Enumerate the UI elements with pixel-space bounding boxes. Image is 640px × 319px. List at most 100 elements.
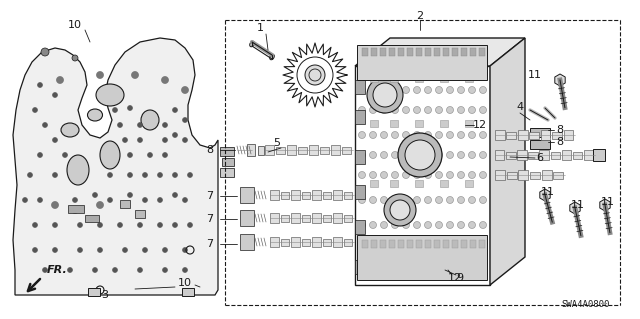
Circle shape (358, 152, 365, 159)
Bar (584, 150, 593, 160)
Bar (323, 191, 332, 198)
Bar (280, 214, 289, 221)
Polygon shape (570, 202, 580, 214)
Circle shape (413, 244, 420, 251)
Circle shape (435, 197, 442, 204)
Bar (265, 145, 275, 155)
Circle shape (52, 222, 58, 227)
Circle shape (468, 107, 476, 114)
Circle shape (435, 86, 442, 93)
Bar (416, 240, 422, 248)
Circle shape (143, 173, 147, 177)
Circle shape (413, 86, 420, 93)
Bar (280, 239, 289, 246)
Bar (291, 237, 300, 247)
Circle shape (369, 86, 376, 93)
Circle shape (93, 192, 97, 197)
Circle shape (392, 107, 399, 114)
Circle shape (358, 131, 365, 138)
Circle shape (381, 131, 387, 138)
Circle shape (173, 222, 177, 227)
Bar (517, 150, 527, 160)
Circle shape (479, 244, 486, 251)
Bar (390, 240, 398, 247)
Circle shape (97, 222, 102, 227)
Polygon shape (540, 189, 550, 201)
Bar (425, 48, 431, 56)
Circle shape (447, 62, 454, 69)
Circle shape (424, 264, 431, 271)
Circle shape (143, 248, 147, 253)
Ellipse shape (100, 141, 120, 169)
Circle shape (38, 197, 42, 203)
Bar (479, 240, 485, 248)
Circle shape (458, 197, 465, 204)
Bar (390, 75, 398, 82)
Circle shape (118, 222, 122, 227)
Circle shape (33, 222, 38, 227)
Circle shape (381, 62, 387, 69)
Bar (389, 48, 395, 56)
Circle shape (67, 268, 72, 272)
Circle shape (113, 108, 118, 113)
Circle shape (392, 62, 399, 69)
Circle shape (424, 172, 431, 179)
Bar (370, 180, 378, 187)
Bar (247, 144, 255, 156)
Bar (529, 152, 538, 159)
Bar (240, 210, 254, 226)
Circle shape (468, 86, 476, 93)
Circle shape (77, 248, 83, 253)
Bar (518, 130, 527, 140)
Bar (541, 130, 550, 140)
Bar (465, 180, 473, 187)
Circle shape (72, 206, 79, 213)
Text: 12: 12 (473, 120, 487, 130)
Bar (357, 45, 487, 80)
Bar (182, 288, 194, 296)
Circle shape (367, 77, 403, 113)
Bar (507, 172, 516, 179)
Circle shape (381, 172, 387, 179)
Circle shape (403, 131, 410, 138)
Circle shape (305, 65, 325, 85)
Circle shape (403, 197, 410, 204)
Text: 8: 8 (556, 137, 564, 147)
Circle shape (52, 248, 58, 253)
Bar (301, 239, 310, 246)
Circle shape (369, 172, 376, 179)
Bar (495, 130, 505, 140)
Circle shape (173, 108, 177, 113)
Circle shape (369, 221, 376, 228)
Text: 8: 8 (207, 145, 214, 155)
Bar (465, 240, 473, 247)
Circle shape (182, 117, 188, 122)
Bar (370, 120, 378, 127)
Circle shape (72, 197, 77, 203)
Circle shape (182, 86, 189, 93)
Bar (355, 150, 365, 164)
Circle shape (398, 133, 442, 177)
Circle shape (51, 202, 58, 209)
Circle shape (424, 152, 431, 159)
Circle shape (143, 197, 147, 203)
Bar (573, 152, 582, 159)
Ellipse shape (88, 109, 102, 121)
Bar (357, 235, 487, 280)
Polygon shape (600, 199, 610, 211)
Bar (461, 48, 467, 56)
Circle shape (38, 152, 42, 158)
Circle shape (138, 122, 143, 128)
Bar (370, 75, 378, 82)
Circle shape (97, 71, 104, 78)
Circle shape (358, 107, 365, 114)
Bar (495, 170, 505, 180)
Circle shape (435, 107, 442, 114)
Circle shape (479, 86, 486, 93)
Circle shape (381, 86, 387, 93)
Circle shape (447, 244, 454, 251)
Text: 11: 11 (571, 200, 585, 210)
Circle shape (163, 248, 168, 253)
Bar (550, 152, 560, 159)
Circle shape (435, 62, 442, 69)
